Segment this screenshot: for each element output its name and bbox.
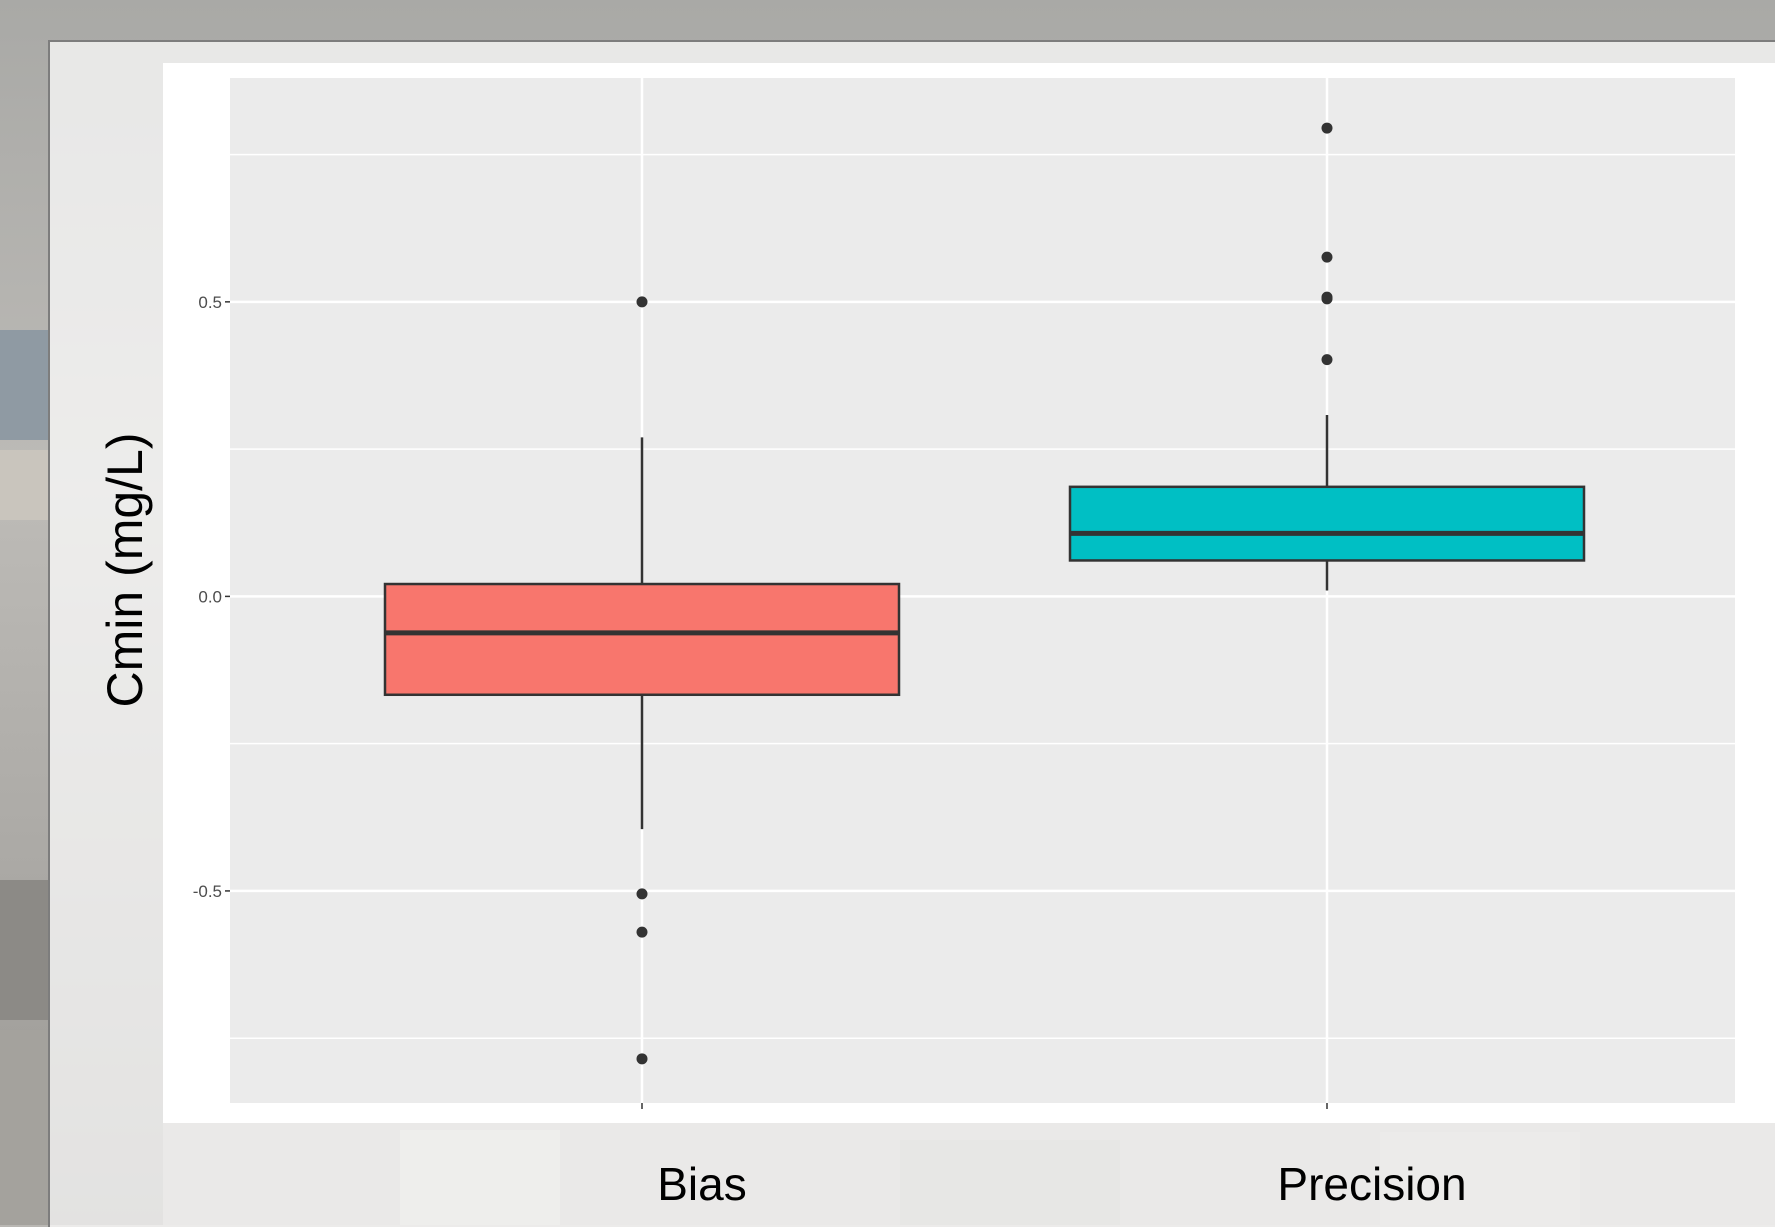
x-category-label-bias: Bias xyxy=(657,1158,746,1210)
boxes xyxy=(383,122,1586,1065)
y-tick-label: 0.0 xyxy=(198,587,222,606)
outlier-point xyxy=(636,888,648,900)
outlier-point xyxy=(1321,122,1333,134)
y-tick-label: -0.5 xyxy=(193,882,222,901)
outlier-point xyxy=(1321,354,1333,366)
iqr-box xyxy=(383,582,901,697)
y-axis-label: Cmin (mg/L) xyxy=(97,432,153,707)
outlier-point xyxy=(1321,251,1333,263)
box-bias xyxy=(383,296,901,1065)
outlier-point xyxy=(1321,293,1333,305)
x-category-label-precision: Precision xyxy=(1277,1158,1466,1210)
outlier-point xyxy=(636,296,648,308)
outlier-point xyxy=(636,1053,648,1065)
iqr-box xyxy=(1068,485,1586,562)
box-precision xyxy=(1068,122,1586,591)
y-tick-label: 0.5 xyxy=(198,293,222,312)
axes: -0.5 0.0 0.5 Bias Precision xyxy=(193,293,1467,1210)
outlier-point xyxy=(636,926,648,938)
